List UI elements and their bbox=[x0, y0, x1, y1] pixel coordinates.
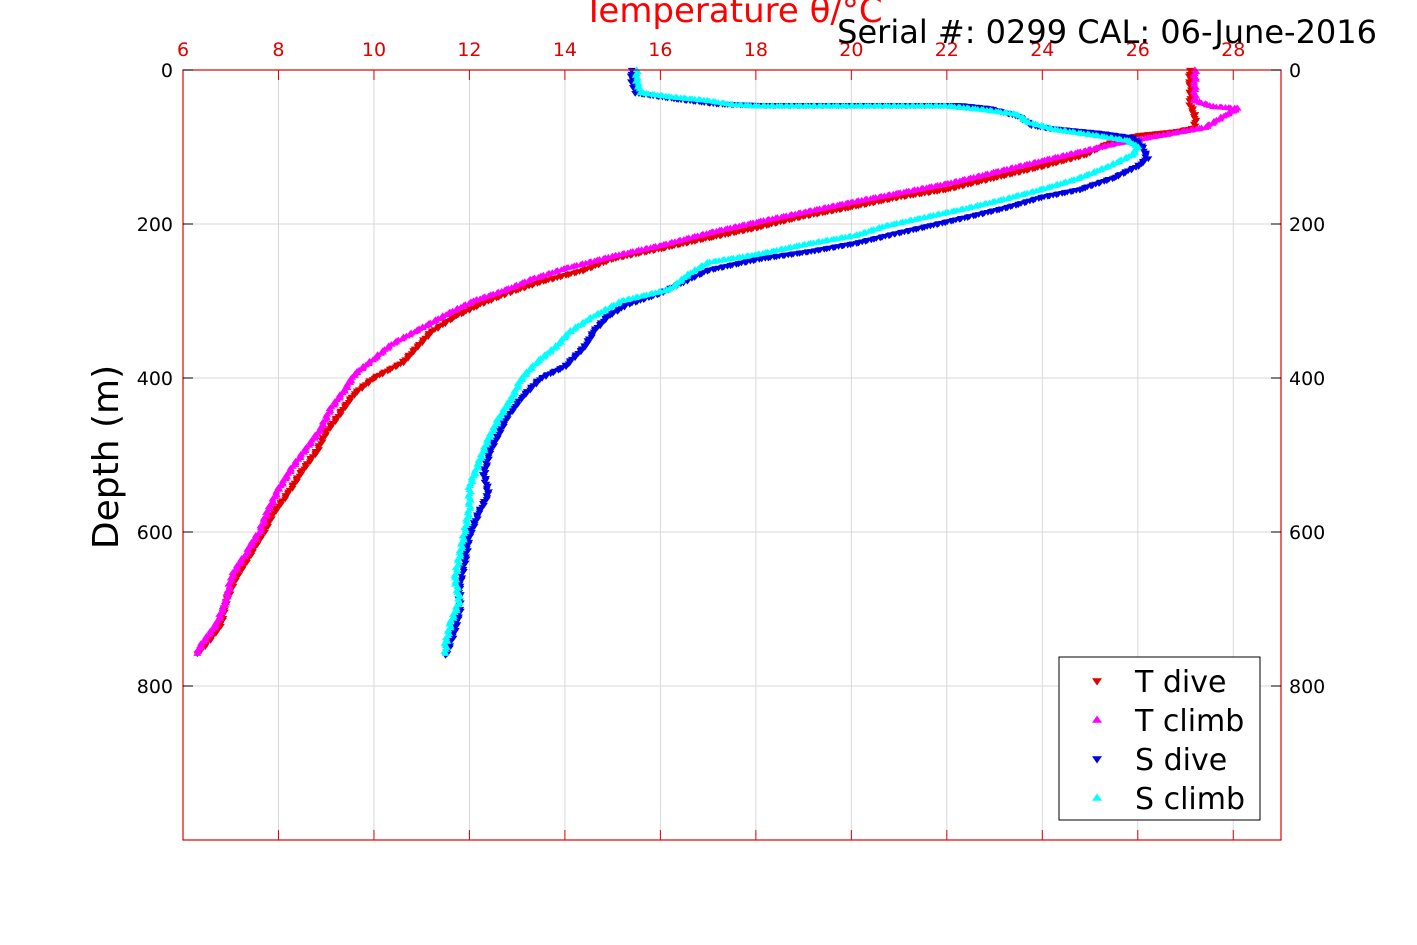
y-tick-label-right: 600 bbox=[1289, 522, 1325, 544]
x-tick-label: 28 bbox=[1221, 39, 1245, 61]
legend-marker bbox=[1092, 678, 1102, 686]
legend-marker bbox=[1092, 756, 1102, 764]
y-tick-label-right: 200 bbox=[1289, 214, 1325, 236]
y-tick-label-left: 0 bbox=[161, 60, 173, 82]
x-tick-label: 10 bbox=[362, 39, 386, 61]
plot-frame bbox=[182, 69, 1282, 841]
y-tick-label-right: 0 bbox=[1289, 60, 1301, 82]
x-tick-label: 24 bbox=[1030, 39, 1054, 61]
data-point bbox=[580, 345, 589, 351]
x-tick-label: 16 bbox=[648, 39, 672, 61]
data-point bbox=[413, 345, 422, 351]
data-point bbox=[599, 318, 608, 325]
y-tick-label-right: 400 bbox=[1289, 368, 1325, 390]
data-point bbox=[526, 387, 535, 394]
legend-label: S dive bbox=[1135, 743, 1227, 778]
chart-title: Temperature θ/°C bbox=[582, 0, 882, 31]
legend-label: T climb bbox=[1134, 704, 1244, 739]
y-axis-label: Depth (m) bbox=[86, 365, 127, 549]
x-tick-label: 12 bbox=[457, 39, 481, 61]
axes-frame bbox=[182, 69, 1282, 841]
y-tick-label-left: 800 bbox=[137, 676, 173, 698]
legend-marker bbox=[1092, 793, 1102, 801]
legend-label: S climb bbox=[1135, 782, 1245, 817]
axis-ticks: 6 8 10 12 14 16 18 20 22 24 26 28 0 0 200 200 400 400 600 6… bbox=[137, 39, 1325, 840]
x-tick-label: 22 bbox=[935, 39, 959, 61]
legend-marker bbox=[1092, 715, 1102, 723]
data-point bbox=[564, 361, 573, 368]
data-point bbox=[418, 340, 427, 347]
x-tick-label: 8 bbox=[272, 39, 284, 61]
x-tick-label: 6 bbox=[177, 39, 189, 61]
y-tick-label-left: 600 bbox=[137, 522, 173, 544]
y-tick-label-left: 400 bbox=[137, 368, 173, 390]
x-tick-label: 14 bbox=[553, 39, 577, 61]
legend-box bbox=[1058, 656, 1261, 821]
data-point bbox=[571, 355, 580, 362]
x-tick-label: 26 bbox=[1126, 39, 1150, 61]
data-points bbox=[193, 66, 1242, 659]
y-tick-label-left: 200 bbox=[137, 214, 173, 236]
data-point bbox=[193, 650, 202, 656]
x-tick-label: 20 bbox=[839, 39, 863, 61]
series-s-climb bbox=[440, 66, 1143, 656]
x-tick-label: 18 bbox=[744, 39, 768, 61]
legend-label: T dive bbox=[1134, 665, 1226, 700]
data-point bbox=[441, 650, 450, 656]
data-point bbox=[314, 447, 323, 453]
series-s-dive bbox=[441, 67, 1153, 659]
data-point bbox=[407, 351, 416, 357]
legend: T dive T climb S dive S climb bbox=[1058, 656, 1261, 821]
serial-calibration-label: Serial #: 0299 CAL: 06-June-2016 bbox=[837, 13, 1377, 51]
y-tick-label-right: 800 bbox=[1289, 676, 1325, 698]
